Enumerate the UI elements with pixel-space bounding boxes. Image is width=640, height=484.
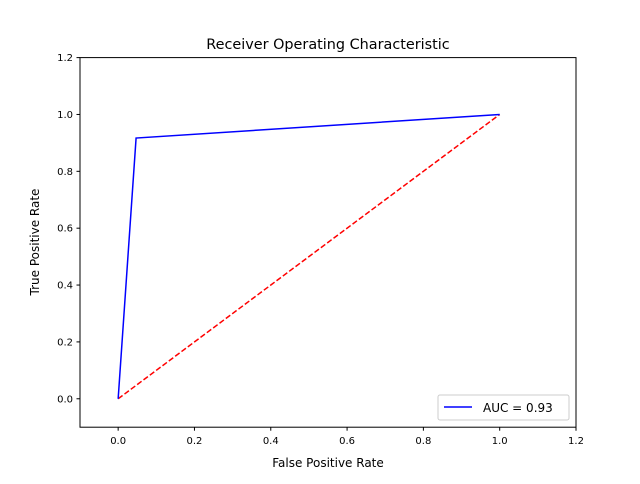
x-tick-label: 1.0	[492, 436, 508, 447]
x-tick-label: 0.0	[110, 436, 126, 447]
legend-box	[437, 394, 570, 421]
x-axis-label: False Positive Rate	[272, 456, 384, 470]
x-tick-label: 0.2	[187, 436, 203, 447]
y-tick-label: 1.2	[57, 53, 73, 64]
y-tick-label: 0.8	[57, 167, 73, 178]
chart-title: Receiver Operating Characteristic	[206, 37, 450, 53]
y-tick-label: 0.4	[57, 281, 73, 292]
plot-frame	[79, 57, 577, 428]
y-tick-label: 0.0	[57, 394, 73, 405]
y-tick-label: 1.0	[57, 110, 73, 121]
x-tick-label: 0.4	[263, 436, 279, 447]
legend-label-auc: AUC = 0.93	[483, 401, 553, 415]
chance-diagonal	[117, 113, 501, 400]
y-axis-label: True Positive Rate	[28, 189, 42, 297]
roc-curve	[117, 113, 500, 399]
x-tick-label: 0.6	[339, 436, 355, 447]
x-tick-label: 0.8	[415, 436, 431, 447]
legend: AUC = 0.93	[437, 394, 570, 421]
y-tick-label: 0.6	[57, 224, 73, 235]
y-tick-label: 0.2	[57, 337, 73, 348]
x-tick-label: 1.2	[568, 436, 584, 447]
